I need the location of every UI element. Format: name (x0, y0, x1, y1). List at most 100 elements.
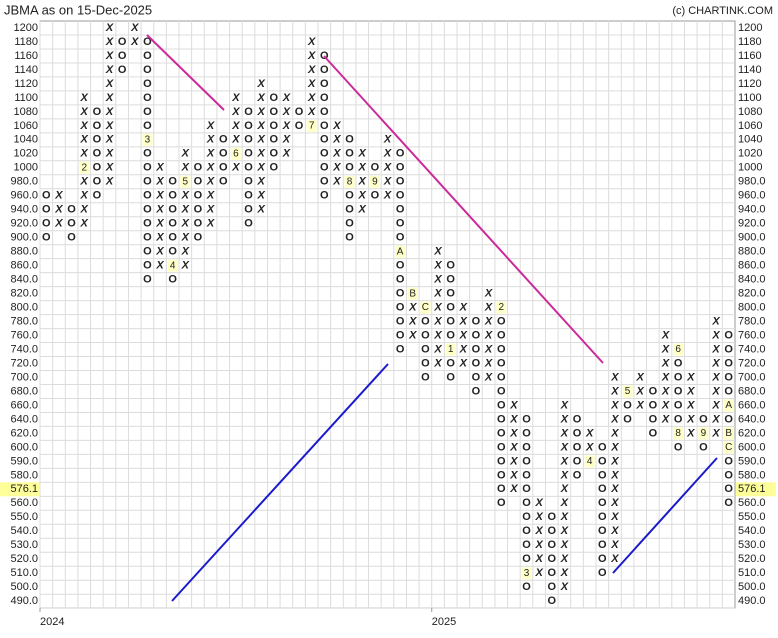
o-box: O (674, 371, 683, 383)
y-tick-label: 1120 (14, 78, 38, 90)
o-box: O (724, 497, 733, 509)
month-marker-bg (407, 287, 418, 300)
x-box: X (686, 427, 695, 439)
y-tick-label: 820.0 (10, 288, 38, 300)
x-box: X (534, 553, 543, 565)
o-box: O (598, 511, 607, 523)
x-box: X (155, 176, 164, 188)
o-box: O (219, 134, 228, 146)
x-box: X (560, 525, 569, 537)
o-box: O (371, 162, 380, 174)
o-box: O (345, 204, 354, 216)
x-box: X (610, 385, 619, 397)
o-box: O (396, 176, 405, 188)
month-marker-bg (79, 161, 90, 174)
x-box: X (459, 329, 468, 341)
o-box: O (497, 343, 506, 355)
x-box: X (358, 176, 367, 188)
o-box: O (118, 50, 127, 62)
o-box: O (269, 162, 278, 174)
x-box: X (256, 204, 265, 216)
o-box: O (396, 260, 405, 272)
month-marker: 6 (233, 148, 239, 159)
o-box: O (522, 581, 531, 593)
o-box: O (244, 162, 253, 174)
x-box: X (610, 399, 619, 411)
o-box: O (219, 162, 228, 174)
o-box: O (472, 357, 481, 369)
x-box: X (433, 357, 442, 369)
x-box: X (433, 302, 442, 314)
o-box: O (396, 190, 405, 202)
x-box: X (358, 162, 367, 174)
x-box: X (181, 204, 190, 216)
y-tick-label: 720.0 (10, 357, 38, 369)
y-tick-label-right: 1080 (738, 106, 762, 118)
x-box: X (155, 260, 164, 272)
o-box: O (143, 92, 152, 104)
month-marker-bg (496, 301, 507, 314)
x-box: X (332, 148, 341, 160)
o-box: O (573, 469, 582, 481)
o-box: O (497, 385, 506, 397)
x-box: X (231, 162, 240, 174)
x-box: X (155, 232, 164, 244)
o-box: O (421, 357, 430, 369)
x-box: X (358, 204, 367, 216)
o-box: O (345, 190, 354, 202)
o-box: O (219, 176, 228, 188)
x-box: X (711, 329, 720, 341)
month-marker: B (725, 428, 732, 439)
x-box: X (54, 218, 63, 230)
x-box: X (433, 329, 442, 341)
o-box: O (598, 553, 607, 565)
x-box: X (711, 315, 720, 327)
pf-column: OO (295, 106, 304, 132)
pf-column: OOO (67, 204, 76, 244)
o-box: O (244, 120, 253, 132)
o-box: O (396, 343, 405, 355)
month-marker: 5 (183, 176, 189, 187)
y-tick-label: 1060 (14, 120, 38, 132)
x-box: X (307, 50, 316, 62)
x-box: X (484, 302, 493, 314)
x-box: X (105, 64, 114, 76)
o-box: O (674, 413, 683, 425)
x-box: X (105, 176, 114, 188)
o-box: O (143, 162, 152, 174)
o-box: O (547, 581, 556, 593)
o-box: O (497, 413, 506, 425)
o-box: O (649, 413, 658, 425)
x-box: X (358, 190, 367, 202)
month-marker-bg (445, 343, 456, 356)
o-box: O (244, 148, 253, 160)
o-box: O (472, 329, 481, 341)
month-marker: 8 (347, 176, 353, 187)
x-box: X (610, 413, 619, 425)
x-box: X (206, 162, 215, 174)
x-box: X (231, 134, 240, 146)
o-box: O (42, 190, 51, 202)
o-box: O (598, 441, 607, 453)
o-box: O (497, 455, 506, 467)
y-tick-label-right: 620.0 (738, 427, 766, 439)
y-tick-label-right: 780.0 (738, 315, 766, 327)
x-box: X (332, 134, 341, 146)
month-marker-bg (369, 175, 380, 188)
month-marker-bg (673, 343, 684, 356)
o-box: O (67, 218, 76, 230)
o-box: O (472, 371, 481, 383)
o-box: O (143, 246, 152, 258)
x-box: X (307, 64, 316, 76)
y-tick-label-right: 520.0 (738, 553, 766, 565)
month-marker: 1 (448, 344, 454, 355)
